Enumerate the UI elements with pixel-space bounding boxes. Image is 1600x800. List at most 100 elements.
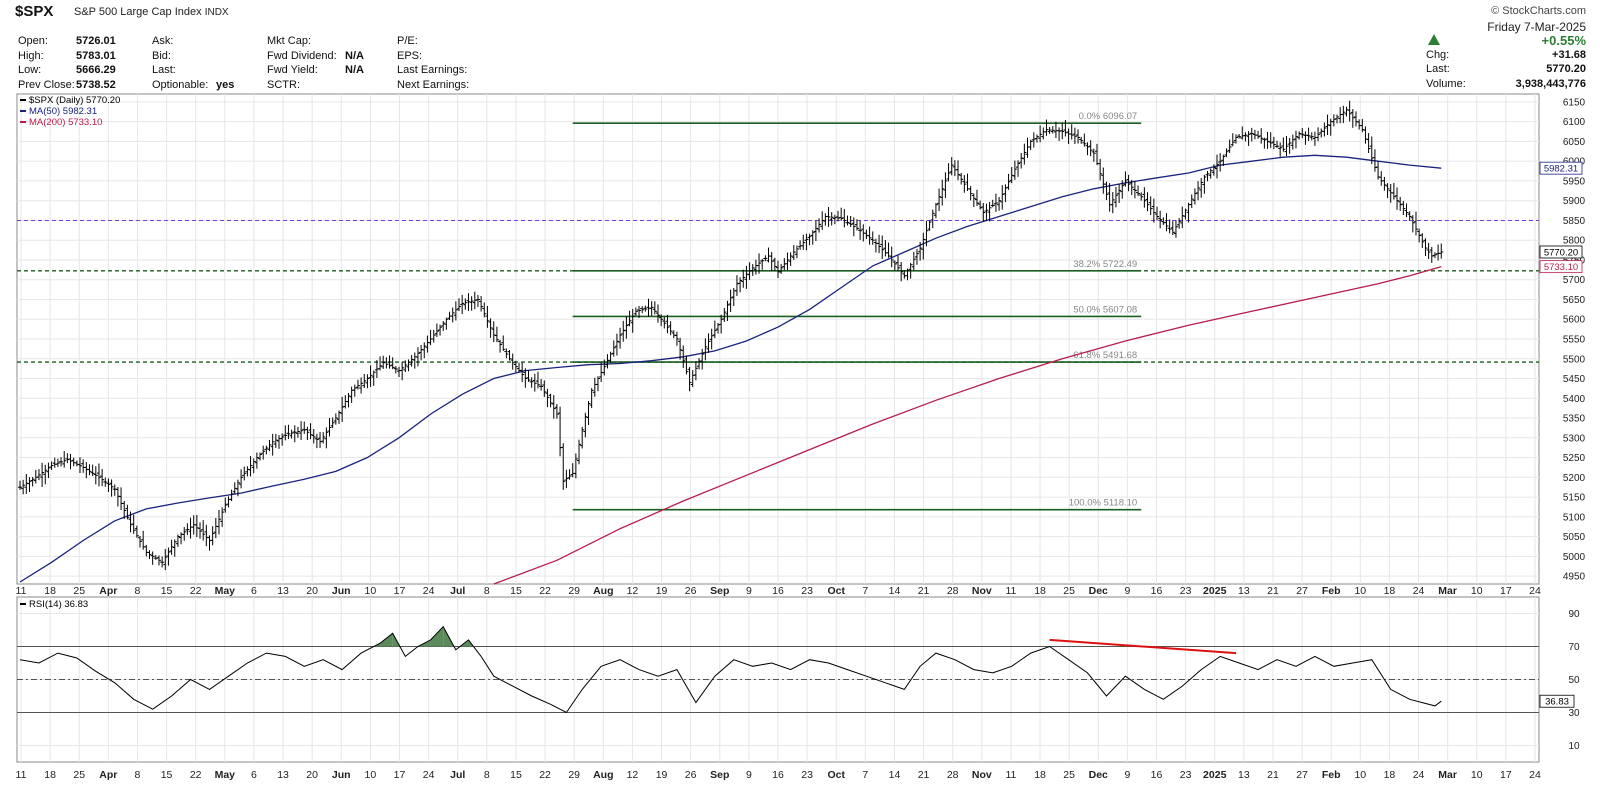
x-tick-label: Nov: [972, 585, 992, 597]
ticker-description: S&P 500 Large Cap Index INDX: [74, 6, 229, 18]
ticker-symbol[interactable]: $SPX: [15, 3, 54, 20]
x-tick-label: 10: [365, 585, 377, 597]
x-tick-label: 21: [1267, 585, 1279, 597]
rsi-line-layer: [19, 625, 1442, 714]
x-tick-label-bottom: 23: [1180, 769, 1192, 781]
bid-label: Bid:: [152, 49, 171, 62]
price-grid: [17, 94, 1539, 584]
x-tick-label: 10: [1354, 585, 1366, 597]
x-tick-label-bottom: 20: [306, 769, 318, 781]
brand-watermark: © StockCharts.com: [1491, 5, 1586, 17]
x-tick-label-bottom: Sep: [710, 769, 729, 781]
x-tick-label: 26: [685, 585, 697, 597]
price-y-tick-label: 5100: [1563, 512, 1586, 523]
up-arrow-icon: [1428, 34, 1440, 45]
x-tick-label: 2025: [1203, 585, 1227, 597]
fib-level-label: 61.8% 5491.68: [1073, 350, 1137, 361]
prev-close-value: 5738.52: [76, 78, 116, 91]
quote-row-next-earnings: Next Earnings:: [397, 78, 537, 93]
x-tick-label-bottom: 19: [656, 769, 668, 781]
x-tick-label-bottom: Aug: [593, 769, 613, 781]
x-tick-label: May: [215, 585, 236, 597]
x-tick-label: Jul: [450, 585, 465, 597]
x-tick-label: Mar: [1438, 585, 1457, 597]
x-tick-label: 24: [1413, 585, 1425, 597]
x-tick-label-bottom: 16: [772, 769, 784, 781]
x-tick-label-bottom: 7: [862, 769, 868, 781]
mkt-cap-label: Mkt Cap:: [267, 35, 312, 47]
high-label: High:: [18, 49, 44, 62]
volume-value: 3,938,443,776: [1515, 78, 1586, 90]
x-tick-label: 19: [656, 585, 668, 597]
x-tick-label-bottom: 12: [627, 769, 639, 781]
x-tick-label-bottom: 13: [277, 769, 289, 781]
quote-date: Friday 7-Mar-2025: [1487, 20, 1586, 34]
ma50-line: [19, 154, 1442, 583]
price-panel[interactable]: 0.0% 6096.07 38.2% 5722.49 50.0% 5607.08 61…: [16, 93, 1586, 585]
rsi-line: [19, 625, 1442, 714]
x-tick-label-bottom: 28: [947, 769, 959, 781]
right-value-label: 5770.20: [1544, 247, 1578, 258]
x-tick-label-bottom: 6: [251, 769, 257, 781]
x-tick-label-bottom: 15: [510, 769, 522, 781]
x-tick-label: 24: [1529, 585, 1541, 597]
x-tick-label-bottom: 18: [44, 769, 56, 781]
x-tick-label: 27: [1296, 585, 1308, 597]
rsi-legend: RSI(14) 36.83: [20, 599, 88, 610]
ma50-layer: [19, 154, 1442, 583]
quote-column-1: Open: 5726.01 High: 5783.01 Low: 5666.29…: [18, 34, 218, 92]
quote-column-3: Mkt Cap: Fwd Dividend: N/A Fwd Yield: N/…: [267, 34, 397, 92]
prev-close-label: Prev Close:: [18, 78, 75, 91]
x-tick-label: 18: [1384, 585, 1396, 597]
x-tick-label: 29: [568, 585, 580, 597]
legend-entry: MA(50) 5982.31: [29, 106, 97, 117]
index-name: S&P 500 Large Cap Index: [74, 6, 202, 18]
rsi-divergence-trendline: [1049, 638, 1237, 655]
quote-row-last-earnings: Last Earnings:: [397, 63, 537, 78]
price-y-tick-label: 5450: [1563, 374, 1586, 385]
rsi-overbought-area: [430, 626, 444, 647]
x-tick-label: 13: [277, 585, 289, 597]
x-tick-label-bottom: 11: [1005, 769, 1016, 781]
right-value-box: [1539, 245, 1583, 259]
x-tick-label-bottom: 26: [685, 769, 697, 781]
x-tick-label: 10: [1471, 585, 1483, 597]
x-tick-label-bottom: 22: [539, 769, 551, 781]
price-y-tick-label: 5800: [1563, 236, 1586, 247]
next-earnings-label: Next Earnings:: [397, 78, 470, 91]
x-tick-label: 20: [306, 585, 318, 597]
x-tick-label: Apr: [99, 585, 117, 597]
fwd-yield-label: Fwd Yield:: [267, 64, 318, 76]
quote-row-optionable: Optionable: yes: [152, 78, 282, 93]
x-tick-label-bottom: Oct: [827, 769, 845, 781]
x-tick-label-bottom: 24: [1413, 769, 1425, 781]
quote-row-open: Open: 5726.01: [18, 34, 218, 49]
rsi-panel[interactable]: 10 30 50 70 90 36.83 RSI(14) 36.83: [16, 596, 1580, 763]
price-y-tick-label: 5300: [1563, 433, 1586, 444]
x-tick-label: 25: [1063, 585, 1075, 597]
last-price-label: Last:: [1426, 63, 1450, 75]
x-tick-label: 8: [135, 585, 141, 597]
fib-level-label: 100.0% 5118.10: [1069, 498, 1138, 509]
x-axis-price: 11 18 25 Apr 8 15 22 May 6 13 20 Jun 10 17 24 Jul 8 15 22 2…: [16, 585, 1541, 597]
price-y-tick-label: 5350: [1563, 414, 1586, 425]
x-tick-label: 8: [484, 585, 490, 597]
x-tick-label-bottom: Dec: [1089, 769, 1108, 781]
last-label: Last:: [152, 64, 176, 76]
x-tick-label-bottom: 8: [135, 769, 141, 781]
change-percent: +0.55%: [1541, 33, 1586, 48]
x-tick-label: 17: [394, 585, 406, 597]
x-tick-label-bottom: 16: [1151, 769, 1163, 781]
exchange-code: INDX: [204, 7, 229, 18]
fwd-yield-value: N/A: [345, 64, 364, 76]
rsi-last-value: 36.83: [1545, 697, 1569, 708]
x-tick-label-bottom: Feb: [1322, 769, 1341, 781]
ma200-layer: [493, 265, 1442, 585]
rsi-y-axis: 10 30 50 70 90 36.83: [1539, 609, 1580, 752]
ma200-line: [493, 265, 1442, 585]
sctr-label: SCTR:: [267, 78, 300, 91]
x-tick-label: 7: [862, 585, 868, 597]
chg-label: Chg:: [1426, 49, 1450, 61]
